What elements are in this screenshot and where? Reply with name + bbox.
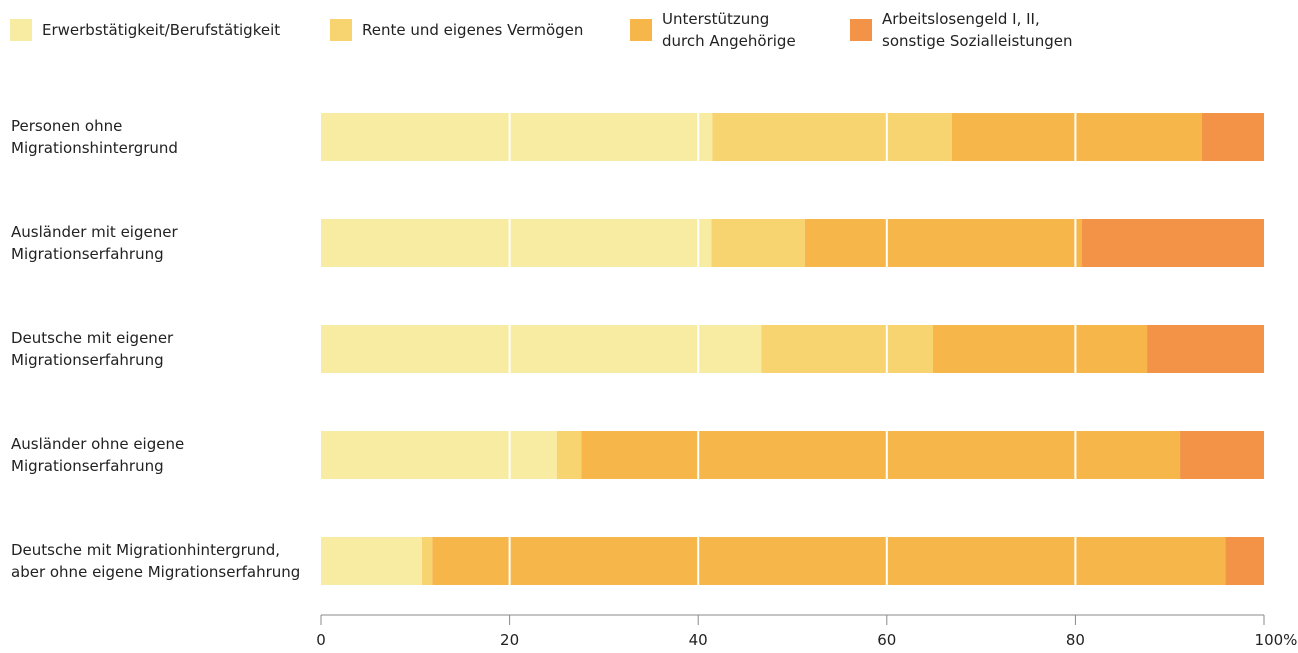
category-label: Ausländer mit eigener Migrationserfahrun… [11,223,178,263]
x-tick-label: 60 [877,631,896,649]
category-label: Deutsche mit eigener Migrationserfahrung [11,329,174,369]
bar-segment [321,219,712,267]
bar-segment [556,431,582,479]
bar-segment [321,113,713,161]
category-label: Deutsche mit Migrationhintergrund, aber … [11,541,301,581]
bar-segment [711,219,805,267]
x-tick-label: 20 [500,631,519,649]
bar-segment [933,325,1148,373]
x-tick-label: 0 [316,631,326,649]
bar-segment [804,219,1083,267]
legend-label: Rente und eigenes Vermögen [362,21,584,39]
bar-segment [1147,325,1264,373]
legend-swatch [10,19,32,41]
bar-segment [1082,219,1264,267]
x-tick-label: 100% [1255,631,1298,649]
bar-segment [1201,113,1264,161]
category-label: Ausländer ohne eigene Migrationserfahrun… [11,435,185,475]
category-label: Personen ohne Migrationshintergrund [11,117,178,157]
bar-segment [951,113,1202,161]
bar-segment [581,431,1181,479]
bar-segment [1225,537,1264,585]
legend-label: Unterstützung durch Angehörige [662,10,796,50]
bar-segment [321,537,422,585]
x-tick-label: 40 [689,631,708,649]
bar-segment [432,537,1226,585]
bar-segment [421,537,433,585]
bar-segment [761,325,934,373]
bar-segment [712,113,952,161]
legend-label: Arbeitslosengeld I, II, sonstige Soziall… [882,10,1073,50]
legend-swatch [630,19,652,41]
bar-segment [1180,431,1264,479]
legend-swatch [330,19,352,41]
legend-swatch [850,19,872,41]
x-tick-label: 80 [1066,631,1085,649]
bar-segment [321,325,762,373]
bar-segment [321,431,557,479]
legend-label: Erwerbstätigkeit/Berufstätigkeit [42,21,281,39]
